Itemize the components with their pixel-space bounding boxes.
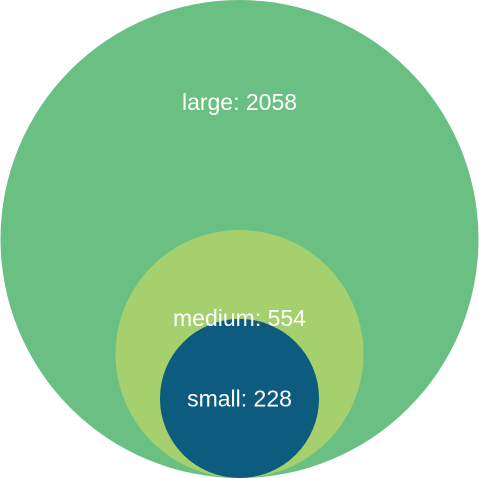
bubble-label-medium: medium: 554 bbox=[173, 305, 306, 331]
bubble-label-group: large: 2058 medium: 554 small: 228 bbox=[173, 89, 306, 411]
bubble-label-large: large: 2058 bbox=[182, 89, 297, 115]
bubble-small bbox=[159, 318, 320, 478]
bubble-label-small: small: 228 bbox=[187, 385, 292, 411]
